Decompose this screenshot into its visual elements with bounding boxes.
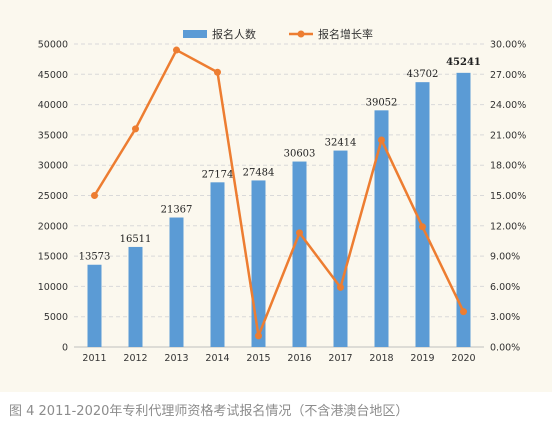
y-right-tick-label: 15.00% [490,191,526,202]
y-left-tick-label: 50000 [38,40,68,51]
growth-rate-point [337,283,344,291]
growth-rate-point [419,223,426,231]
growth-rate-line [93,48,465,338]
bar-data-label: 39052 [366,97,398,108]
x-tick-label: 2018 [369,353,393,364]
y-left-tick-label: 15000 [38,252,68,263]
y-right-tick-label: 21.00% [490,130,526,141]
y-right-tick-label: 3.00% [490,312,520,323]
y-right-tick-label: 9.00% [490,252,520,263]
growth-rate-point [214,68,221,76]
x-tick-label: 2014 [205,353,229,364]
x-tick-label: 2011 [82,353,106,364]
y-left-tick-label: 5000 [44,312,68,323]
y-left-tick-label: 40000 [38,100,68,111]
legend-bar-label: 报名人数 [212,27,256,41]
y-right-tick-label: 27.00% [490,70,526,81]
x-tick-label: 2015 [246,353,270,364]
chart-svg: 0 5000 10000 15000 20000 25000 30000 35000 40000… [38,27,526,364]
bar-data-label: 43702 [407,69,439,80]
y-left-tick-label: 0 [62,343,68,354]
y-left-tick-label: 45000 [38,70,68,81]
y-right-tick-label: 12.00% [490,221,526,232]
growth-rate-point [132,125,139,133]
y-right-tick-label: 0.00% [490,343,520,354]
y-left-tick-label: 35000 [38,130,68,141]
bar [128,246,143,347]
x-tick-label: 2012 [123,353,147,364]
bar [169,217,184,347]
y-right-tick-label: 6.00% [490,282,520,293]
growth-rate-point [296,229,303,237]
figure-caption: 图 4 2011-2020年专利代理师资格考试报名情况（不含港澳台地区） [9,404,409,419]
bar-data-label: 27174 [202,169,234,180]
bar [87,264,102,347]
bar-data-label: 21367 [161,205,193,216]
x-tick-label: 2019 [410,353,434,364]
growth-rate-point [91,192,98,199]
bar [210,182,225,347]
y-right-tick-label: 24.00% [490,100,526,111]
bar [374,110,389,347]
bar [333,150,348,347]
y-left-tick-label: 25000 [38,191,68,202]
y-right-tick-label: 18.00% [490,161,526,172]
chart-panel: 0 5000 10000 15000 20000 25000 30000 35000 40000… [0,0,552,392]
bar-data-label: 27484 [243,167,275,178]
bar [456,72,471,347]
legend-line-marker [297,30,305,38]
bar-data-label: 32414 [325,138,357,149]
y-right-tick-label: 30.00% [490,40,526,51]
growth-rate-point [460,308,467,316]
legend-bar-swatch [183,30,207,38]
y-left-tick-label: 10000 [38,282,68,293]
bar-data-label: 30603 [284,149,316,160]
x-tick-label: 2020 [451,353,475,364]
x-tick-label: 2013 [164,353,188,364]
y-left-tick-label: 20000 [38,221,68,232]
x-tick-label: 2017 [328,353,352,364]
bar-data-label: 13573 [79,252,111,263]
growth-rate-point [173,46,180,54]
bar [292,161,307,347]
y-left-tick-label: 30000 [38,161,68,172]
bar-data-label: 16511 [120,234,152,245]
bar-data-label: 45241 [446,57,481,68]
growth-rate-point [255,332,262,340]
growth-rate-point [378,136,385,144]
legend-line-label: 报名增长率 [318,27,373,41]
bar [415,82,430,347]
x-tick-label: 2016 [287,353,311,364]
